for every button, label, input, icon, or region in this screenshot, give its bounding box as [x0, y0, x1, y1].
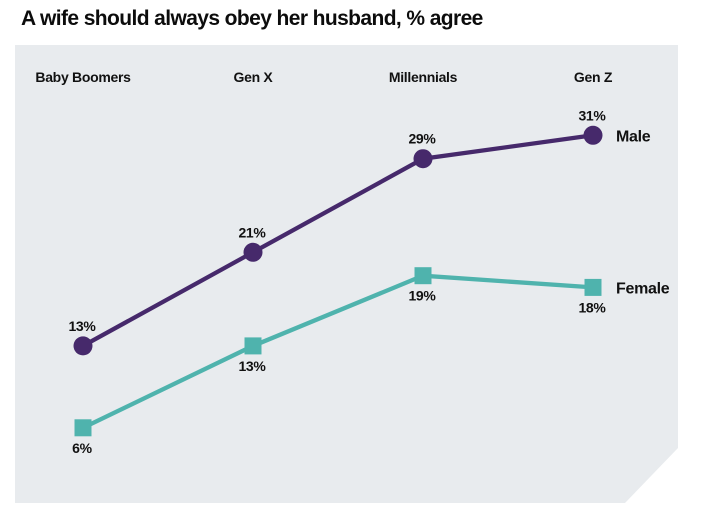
male-value-label: 29%	[408, 131, 436, 147]
male-point-marker	[583, 125, 603, 145]
male-value-label: 21%	[238, 224, 266, 240]
category-label: Millennials	[389, 69, 458, 85]
female-line	[82, 273, 594, 430]
male-value-label: 31%	[578, 107, 606, 123]
female-point-marker	[74, 419, 92, 437]
female-value-label: 6%	[72, 440, 92, 456]
male-point-marker	[243, 242, 263, 262]
female-value-label: 18%	[578, 299, 606, 315]
series-label-female: Female	[616, 280, 670, 297]
male-point-marker	[73, 336, 93, 356]
female-point-marker	[584, 278, 602, 296]
male-line	[81, 133, 594, 348]
category-label: Gen Z	[574, 69, 613, 85]
category-label: Gen X	[234, 69, 274, 85]
chart-panel: Baby Boomers Gen X Millennials Gen Z 13% 21% 2…	[15, 45, 678, 503]
category-label: Baby Boomers	[35, 69, 131, 85]
chart-title: A wife should always obey her husband, %…	[21, 7, 483, 30]
female-value-label: 13%	[238, 358, 266, 374]
female-point-marker	[244, 337, 262, 355]
female-value-label: 19%	[408, 288, 436, 304]
male-point-marker	[413, 149, 433, 169]
series-label-male: Male	[616, 128, 651, 145]
female-point-marker	[414, 267, 432, 285]
line-chart: Baby Boomers Gen X Millennials Gen Z 13% 21% 2…	[35, 69, 670, 456]
male-value-label: 13%	[68, 318, 96, 334]
